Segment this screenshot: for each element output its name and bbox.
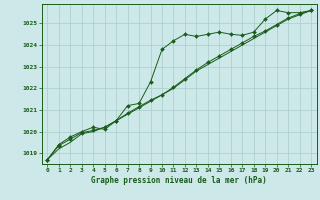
X-axis label: Graphe pression niveau de la mer (hPa): Graphe pression niveau de la mer (hPa)	[91, 176, 267, 185]
